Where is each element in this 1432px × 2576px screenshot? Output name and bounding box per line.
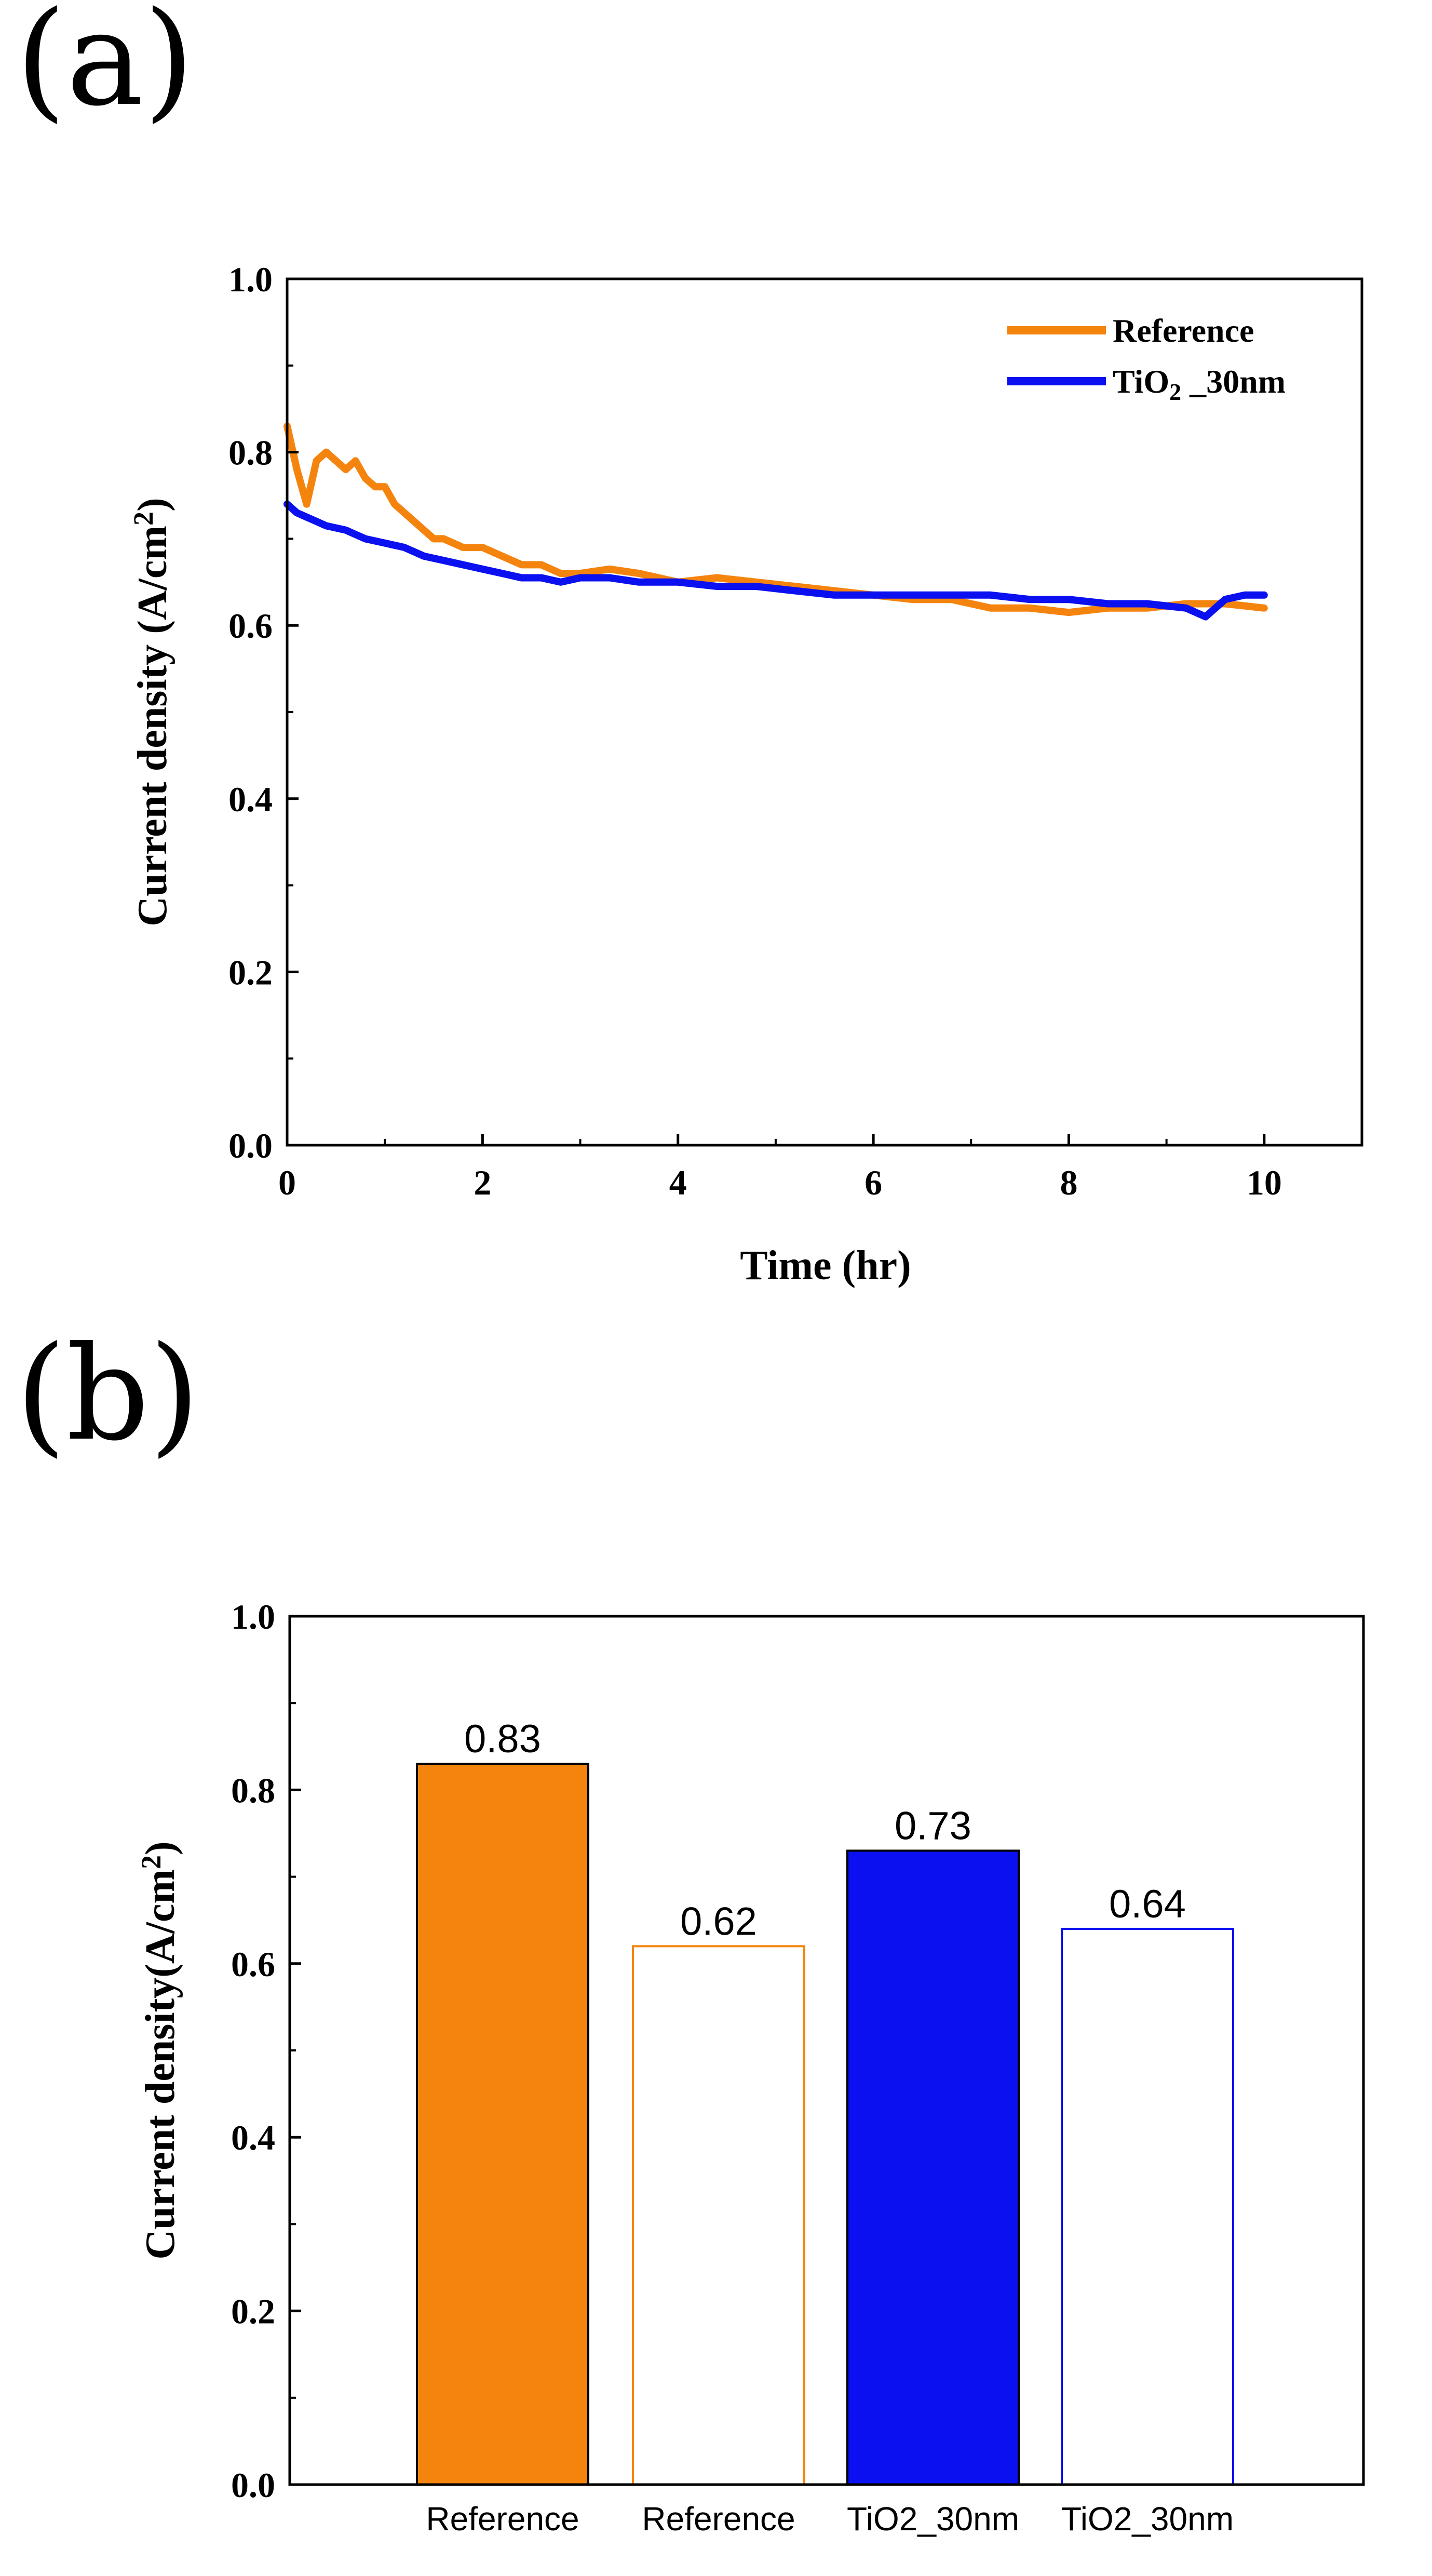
chart-a-y-title-main: Current density (A/cm [130,526,175,927]
bar-value-label: 0.64 [1109,1882,1186,1926]
chart-b-category-label: Reference [426,2500,579,2538]
chart-a-x-axis-title: Time (hr) [740,1243,911,1289]
chart-b-y-tick-label: 0.6 [231,1944,275,1984]
bar-value-label: 0.83 [464,1717,541,1761]
bar-1 [416,1763,589,2486]
chart-b-y-tick-label: 0.8 [231,1770,275,1810]
chart-b-bars-layer: 0.83 0.62 0.73 0.64 [416,1717,1234,2486]
chart-a-y-tick-label: 1.0 [228,260,273,299]
chart-a: 0.0 0.2 0.4 0.6 0.8 1.0 0 2 4 6 8 10 Current densi… [128,260,1363,1289]
series-reference-line [283,422,1268,616]
chart-a-legend: Reference TiO2 _30nm [1007,312,1286,405]
chart-b: 0.83 0.62 0.73 0.64 0.0 0.2 0.4 0.6 0.8 1.0 Refe… [136,1597,1365,2538]
chart-a-series-layer [283,422,1268,621]
chart-a-y-tick-label: 0.4 [228,780,273,819]
chart-a-y-tick-label: 0.6 [228,606,273,646]
chart-a-x-tick-label: 8 [1060,1163,1077,1202]
chart-a-y-title-close: ) [130,498,175,512]
bar-value-label: 0.73 [895,1804,971,1848]
bar-value-label: 0.62 [680,1899,757,1943]
legend-tio2-sub: 2 [1169,379,1181,405]
chart-a-x-tick-label: 4 [669,1163,687,1202]
chart-b-category-label: TiO2_30nm [1061,2500,1234,2538]
chart-a-y-tick-label: 0.0 [228,1126,273,1165]
chart-a-x-tick-label: 10 [1247,1163,1282,1202]
chart-b-y-axis-title: Current density(A/cm2) [136,1841,183,2259]
bar-2 [632,1945,805,2486]
bar-4 [1061,1927,1234,2486]
chart-a-x-axis: 0 2 4 6 8 10 [278,1134,1282,1202]
chart-b-y-title-sup: 2 [136,1855,167,1869]
chart-a-y-axis: 0.0 0.2 0.4 0.6 0.8 1.0 [228,260,299,1165]
chart-a-y-tick-label: 0.2 [228,952,273,992]
chart-b-x-axis: Reference Reference TiO2_30nm TiO2_30nm [426,2500,1234,2538]
legend-tio2-main: TiO [1113,363,1169,400]
legend-reference-label: Reference [1113,312,1254,349]
bar-3 [846,1849,1020,2486]
chart-a-x-tick-label: 6 [864,1163,882,1202]
chart-b-y-axis: 0.0 0.2 0.4 0.6 0.8 1.0 [231,1597,301,2505]
panel-a-label: (a) [16,0,194,135]
chart-b-y-tick-label: 0.4 [231,2118,275,2157]
chart-b-y-tick-label: 0.2 [231,2292,275,2331]
chart-a-x-tick-label: 2 [474,1163,491,1202]
series-tio2-line [283,500,1268,621]
chart-b-y-tick-label: 1.0 [231,1597,275,1636]
chart-b-category-label: Reference [642,2500,795,2538]
chart-a-y-tick-label: 0.8 [228,433,273,473]
chart-b-category-label: TiO2_30nm [847,2500,1019,2538]
panel-b-label: (b) [16,1318,200,1469]
legend-tio2-rest: _30nm [1181,363,1286,400]
chart-b-y-tick-label: 0.0 [231,2465,275,2505]
chart-a-y-axis-title: Current density (A/cm2) [128,498,175,926]
chart-b-y-title-close: ) [138,1841,183,1855]
legend-tio2-label: TiO2 _30nm [1113,363,1286,405]
chart-a-y-title-sup: 2 [128,512,159,526]
chart-b-y-title-main: Current density(A/cm [138,1869,183,2260]
chart-a-x-tick-label: 0 [278,1163,296,1202]
